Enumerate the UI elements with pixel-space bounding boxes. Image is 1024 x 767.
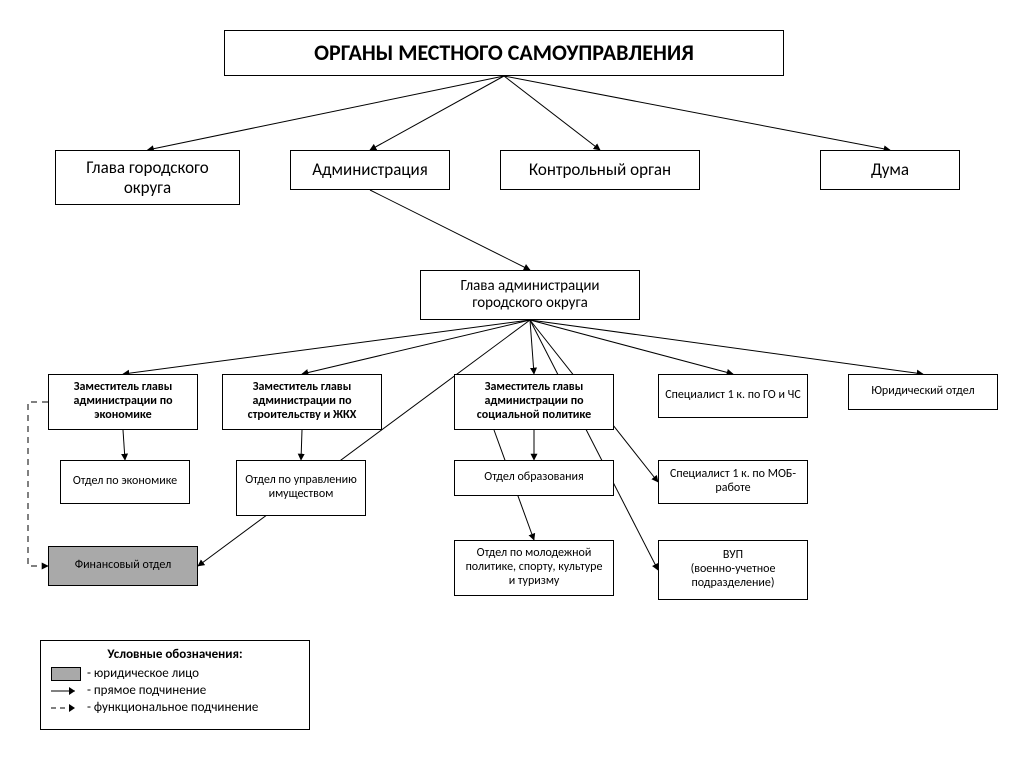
legend-item: - прямое подчинение — [51, 683, 299, 698]
legend-arrow-icon — [51, 701, 81, 715]
legend-item-label: - прямое подчинение — [87, 683, 206, 698]
legend-title: Условные обозначения: — [51, 647, 299, 662]
legend-item-label: - функциональное подчинение — [87, 700, 258, 715]
legend-item: - функциональное подчинение — [51, 700, 299, 715]
node-title: ОРГАНЫ МЕСТНОГО САМОУПРАВЛЕНИЯ — [224, 30, 784, 76]
node-head: Глава городского округа — [55, 150, 240, 205]
node-otd_econ: Отдел по экономике — [60, 460, 190, 504]
node-vup: ВУП(военно-учетное подразделение) — [658, 540, 808, 600]
node-duma: Дума — [820, 150, 960, 190]
node-admhead: Глава администрации городского округа — [420, 270, 640, 320]
node-spec_mob: Специалист 1 к. по МОБ-работе — [658, 460, 808, 504]
legend-arrow-icon — [51, 684, 81, 698]
node-control: Контрольный орган — [500, 150, 700, 190]
legend-swatch — [51, 667, 81, 681]
node-legal: Юридический отдел — [848, 374, 998, 410]
node-otd_yth: Отдел по молодежной политике, спорту, ку… — [454, 540, 614, 596]
node-dep_econ: Заместитель главы администрации по эконо… — [48, 374, 198, 430]
legend: Условные обозначения: - юридическое лицо… — [40, 640, 310, 730]
node-otd_prop: Отдел по управлению имуществом — [236, 460, 366, 516]
node-fin: Финансовый отдел — [48, 546, 198, 586]
node-dep_soc: Заместитель главы администрации по социа… — [454, 374, 614, 430]
org-chart-canvas: Условные обозначения: - юридическое лицо… — [0, 0, 1024, 767]
node-admin: Администрация — [290, 150, 450, 190]
legend-item: - юридическое лицо — [51, 666, 299, 681]
legend-item-label: - юридическое лицо — [87, 666, 199, 681]
node-dep_bld: Заместитель главы администрации по строи… — [222, 374, 382, 430]
node-spec_go: Специалист 1 к. по ГО и ЧС — [658, 374, 808, 418]
node-otd_edu: Отдел образования — [454, 460, 614, 496]
